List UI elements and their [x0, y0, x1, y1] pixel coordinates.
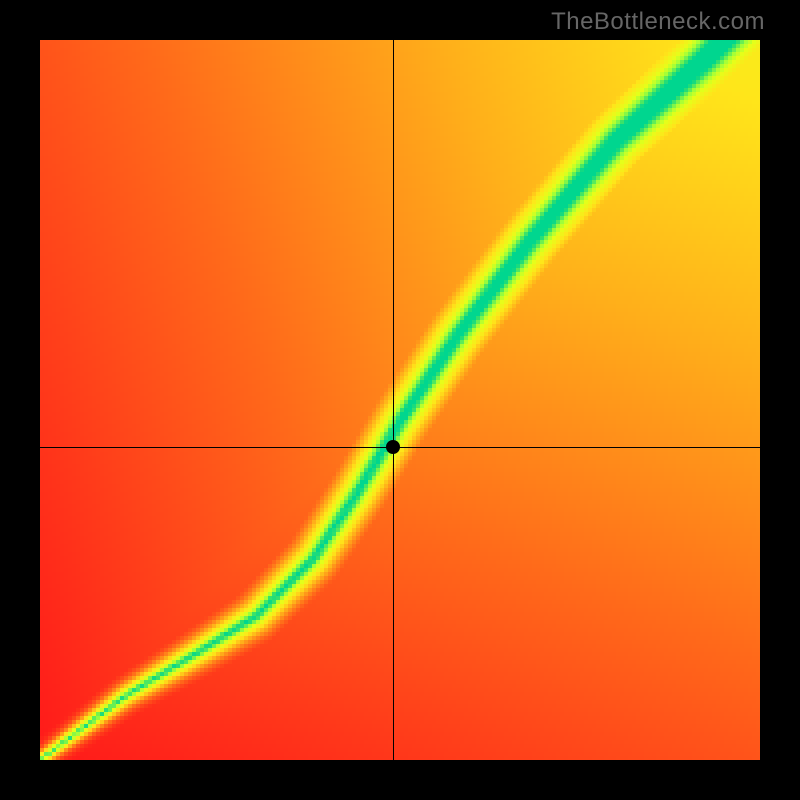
crosshair-marker: [386, 440, 400, 454]
crosshair-horizontal: [40, 447, 760, 448]
crosshair-vertical: [393, 40, 394, 760]
heatmap-chart: [40, 40, 760, 760]
watermark-text: TheBottleneck.com: [551, 8, 765, 36]
heatmap-canvas: [40, 40, 760, 760]
